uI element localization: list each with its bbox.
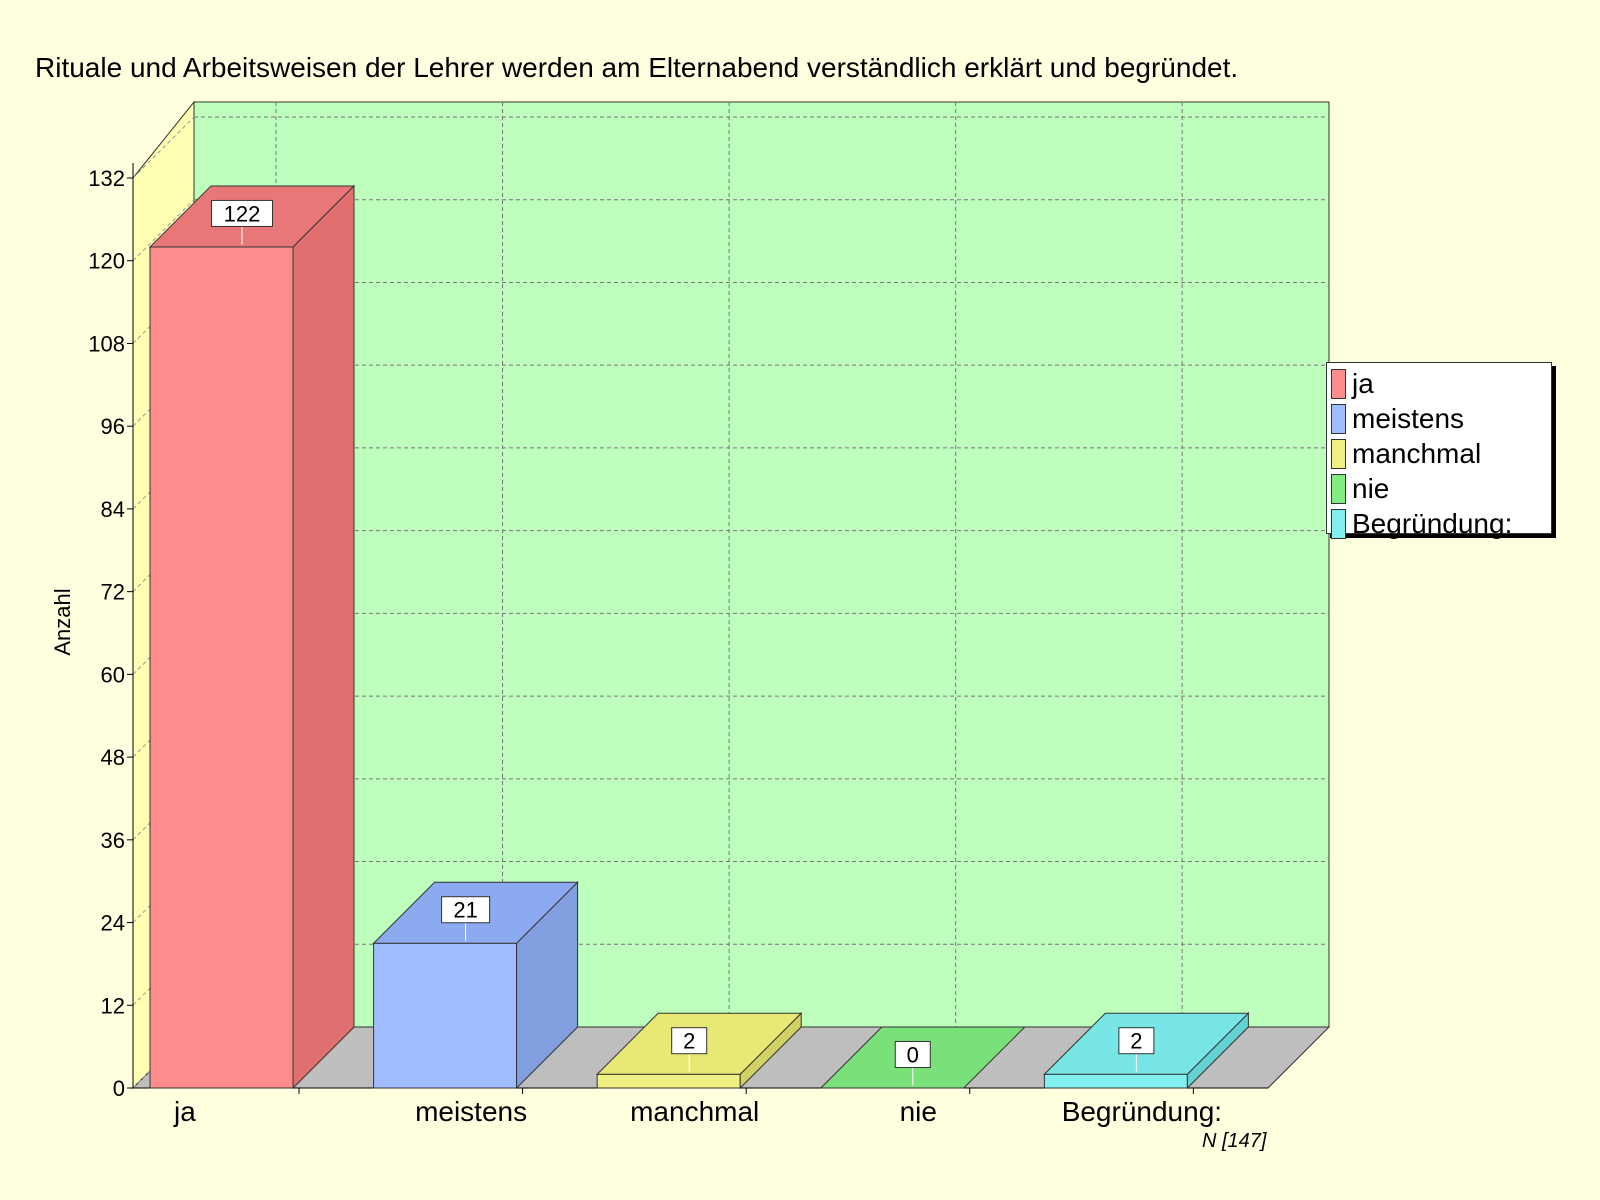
legend-item: meistens <box>1331 401 1547 436</box>
y-tick-label: 48 <box>101 745 125 770</box>
y-tick-label: 72 <box>101 580 125 605</box>
y-tick-label: 60 <box>101 662 125 687</box>
data-label: 2 <box>683 1029 695 1054</box>
legend: ja meistens manchmal nie Begründung: <box>1326 362 1552 539</box>
legend-item: ja <box>1331 366 1547 401</box>
legend-swatch <box>1331 438 1346 469</box>
x-tick-label: manchmal <box>630 1096 759 1127</box>
gridline-side <box>132 116 195 179</box>
data-label: 21 <box>453 898 477 923</box>
legend-label: meistens <box>1352 402 1465 434</box>
bar-front <box>373 942 518 1089</box>
y-tick-label: 132 <box>88 166 125 191</box>
legend-swatch <box>1331 473 1346 504</box>
sample-size-note: N [147] <box>1202 1130 1267 1152</box>
legend-item: manchmal <box>1331 436 1547 471</box>
x-tick-label: nie <box>900 1096 937 1127</box>
data-label-box <box>671 1027 708 1055</box>
y-tick-label: 24 <box>101 911 125 936</box>
x-tick-label: Begründung: <box>1062 1096 1222 1127</box>
data-label: 122 <box>224 201 261 226</box>
legend-label: nie <box>1352 472 1390 504</box>
x-tick-label: ja <box>173 1096 196 1127</box>
bars <box>148 184 1250 1090</box>
y-tick-label: 12 <box>101 993 125 1018</box>
legend-swatch <box>1331 403 1346 434</box>
y-tick-label: 0 <box>113 1076 125 1101</box>
data-label-box <box>1118 1027 1155 1055</box>
y-axis-title: Anzahl <box>50 588 75 655</box>
x-axis-labels: ja meistens manchmal nie Begründung: <box>173 1088 1222 1127</box>
legend-swatch <box>1331 508 1346 539</box>
bar-front <box>1043 1073 1188 1089</box>
bar-side <box>292 184 355 1090</box>
legend-swatch <box>1331 368 1346 399</box>
y-tick-label: 36 <box>101 828 125 853</box>
y-tick-label: 84 <box>101 497 125 522</box>
y-tick-label: 96 <box>101 414 125 439</box>
data-label: 2 <box>1130 1029 1142 1054</box>
data-label: 0 <box>907 1043 919 1068</box>
x-tick-label: meistens <box>415 1096 527 1127</box>
y-tick-label: 108 <box>88 331 125 356</box>
legend-label: manchmal <box>1352 437 1482 469</box>
chart-title: Rituale und Arbeitsweisen der Lehrer wer… <box>35 52 1239 83</box>
bar-front <box>596 1073 741 1089</box>
data-label-box <box>211 199 273 227</box>
legend-item: Begründung: <box>1331 506 1547 541</box>
legend-label: ja <box>1352 367 1374 399</box>
legend-label: Begründung: <box>1352 507 1513 539</box>
data-label-box <box>894 1041 931 1068</box>
y-tick-label: 120 <box>88 249 125 274</box>
bar-front <box>149 246 294 1089</box>
data-label-box <box>441 896 491 924</box>
gridline-side <box>132 199 195 262</box>
data-labels: 122 21 2 0 2 <box>211 199 1155 1086</box>
legend-item: nie <box>1331 471 1547 506</box>
bar-ja <box>148 184 356 1090</box>
y-axis: 0 12 24 36 48 60 72 84 96 108 120 132 <box>88 163 1268 1101</box>
back-wall <box>193 101 1330 1028</box>
